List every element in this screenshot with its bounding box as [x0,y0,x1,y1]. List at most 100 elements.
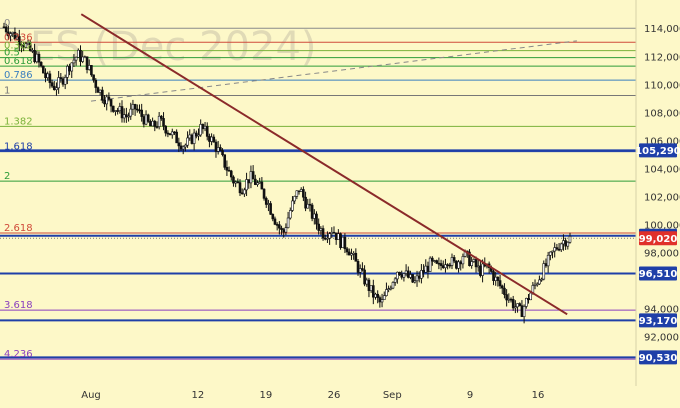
candle-body-87 [192,132,196,144]
candle-body-149 [328,233,331,239]
candle-body-124 [273,218,277,225]
candle-body-213 [468,251,471,267]
candle-body-69 [153,120,157,127]
candle-body-46 [103,100,106,105]
candlesticks [2,22,572,324]
candle-body-77 [170,131,174,136]
candle-body-19 [44,72,47,79]
candle-body-10 [24,43,28,48]
candle-body-72 [160,115,163,119]
candle-body-120 [264,198,268,205]
candle-body-179 [393,278,397,283]
candle-body-22 [50,82,54,87]
candle-body-167 [367,279,371,291]
y-tick-9: 94,000 [644,305,679,316]
candle-body-154 [339,233,342,248]
candle-body-235 [516,303,519,308]
candle-body-254 [557,248,561,251]
plot-area [0,0,636,386]
candle-body-32 [72,59,76,64]
candle-body-89 [197,134,200,137]
fib-label-10: 2.618 [4,223,33,234]
candle-body-123 [271,214,275,220]
candle-body-8 [20,44,23,46]
candle-body-257 [564,240,567,247]
candle-body-145 [319,228,323,231]
candle-body-259 [568,236,572,243]
candle-body-187 [411,274,414,283]
candle-body-205 [450,257,454,266]
candle-body-161 [354,252,358,262]
candle-body-25 [57,77,60,89]
candle-body-114 [251,171,255,180]
candle-body-144 [317,223,320,231]
candle-body-131 [288,210,292,219]
candle-body-5 [13,31,17,40]
candle-body-132 [291,200,294,211]
candle-body-83 [184,144,187,148]
candle-body-230 [505,294,508,301]
candle-body-137 [302,189,305,198]
candle-body-125 [275,224,279,226]
candle-body-207 [455,260,458,269]
candle-body-129 [284,227,288,233]
candle-body-41 [92,74,95,81]
candle-body-193 [424,265,428,273]
candle-body-218 [479,265,482,276]
price-label-3: 93,170 [639,316,678,327]
candle-body-246 [540,278,543,281]
candle-body-14 [33,50,36,63]
candle-body-115 [254,178,257,185]
fib-label-8: 1.618 [4,142,33,153]
candle-body-168 [369,285,373,291]
candle-body-198 [435,260,438,264]
candle-body-189 [415,275,419,282]
candle-body-206 [452,257,456,262]
candle-body-79 [175,131,178,144]
candle-body-155 [341,236,345,248]
candle-body-201 [441,265,445,269]
candle-body-238 [522,306,526,317]
candle-body-152 [334,232,338,240]
candle-body-165 [363,269,366,285]
trendline [80,13,568,316]
candle-body-183 [402,273,406,278]
candle-body-21 [48,73,52,83]
price-label-box-3 [639,313,677,328]
x-tick-4: Sep [383,390,402,401]
candle-body-49 [109,99,113,107]
candle-body-126 [278,224,281,229]
candle-body-184 [404,270,408,274]
candle-body-105 [232,176,235,184]
candle-body-140 [308,203,312,206]
candle-body-174 [382,295,386,301]
x-axis-panel [0,386,680,408]
candle-body-169 [372,285,375,298]
candle-body-33 [74,57,78,61]
candle-body-164 [361,268,364,271]
candle-body-106 [234,181,237,184]
candle-body-224 [492,271,495,281]
candle-body-59 [131,104,135,110]
candle-body-148 [326,237,329,240]
candle-body-51 [114,110,117,112]
candle-body-31 [70,62,74,72]
candle-body-94 [208,136,211,142]
candle-body-122 [269,203,272,215]
candle-body-75 [166,132,170,135]
candle-body-249 [546,254,550,267]
candle-body-243 [533,283,537,286]
fib-label-6: 1 [4,86,10,97]
candle-body-96 [212,136,216,143]
candle-body-194 [426,265,430,272]
candle-body-93 [205,125,209,137]
candle-body-34 [77,49,80,58]
candle-body-256 [562,240,565,245]
candle-body-68 [151,120,154,127]
candle-body-258 [566,241,570,247]
candle-body-1 [4,26,8,33]
candle-body-111 [245,179,248,191]
